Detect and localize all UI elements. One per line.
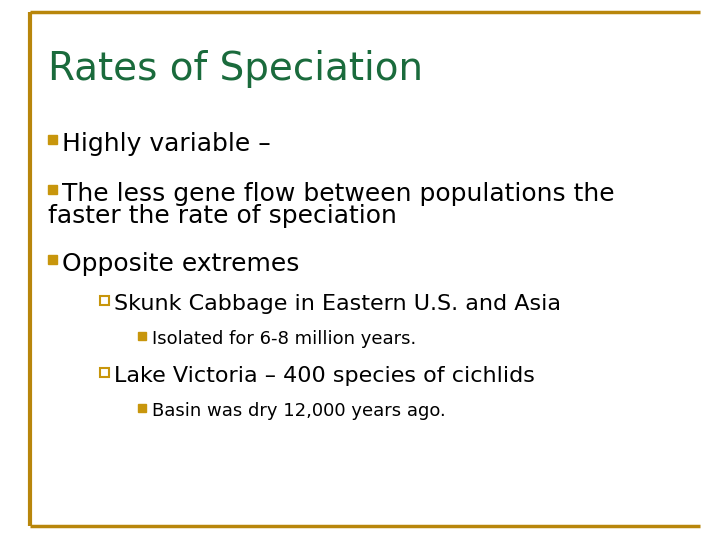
Bar	[100, 295, 109, 305]
Bar	[48, 254, 57, 264]
Text: Opposite extremes: Opposite extremes	[62, 252, 300, 276]
Text: Rates of Speciation: Rates of Speciation	[48, 50, 423, 88]
Bar	[138, 404, 146, 412]
Text: Skunk Cabbage in Eastern U.S. and Asia: Skunk Cabbage in Eastern U.S. and Asia	[114, 294, 561, 314]
Text: Lake Victoria – 400 species of cichlids: Lake Victoria – 400 species of cichlids	[114, 366, 535, 386]
Text: The less gene flow between populations the: The less gene flow between populations t…	[62, 182, 615, 206]
Text: faster the rate of speciation: faster the rate of speciation	[48, 204, 397, 228]
Text: Basin was dry 12,000 years ago.: Basin was dry 12,000 years ago.	[152, 402, 446, 420]
Bar	[48, 185, 57, 193]
Bar	[100, 368, 109, 376]
Text: Isolated for 6-8 million years.: Isolated for 6-8 million years.	[152, 330, 416, 348]
Bar	[138, 332, 146, 340]
Text: Highly variable –: Highly variable –	[62, 132, 271, 156]
Bar	[48, 134, 57, 144]
